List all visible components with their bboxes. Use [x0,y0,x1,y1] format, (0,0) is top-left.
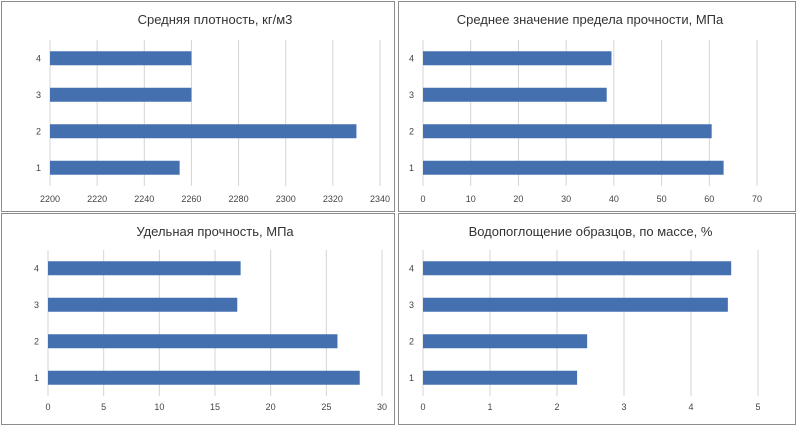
x-tick-label: 2280 [229,194,249,204]
y-category-label: 4 [36,53,41,63]
x-tick-label: 30 [377,402,387,412]
chart-title: Средняя плотность, кг/м3 [138,12,293,27]
x-tick-label: 25 [321,402,331,412]
y-category-label: 1 [36,163,41,173]
bar-3 [423,87,607,102]
bar-1 [50,160,180,175]
x-tick-label: 30 [561,194,571,204]
y-category-label: 4 [409,263,414,273]
bar-4 [423,51,612,66]
x-tick-label: 0 [420,194,425,204]
bar-3 [423,297,728,312]
x-tick-label: 2260 [181,194,201,204]
x-tick-label: 50 [657,194,667,204]
chart-title: Среднее значение предела прочности, МПа [457,12,724,27]
x-tick-label: 5 [755,402,760,412]
y-category-label: 3 [34,300,39,310]
bar-2 [423,124,712,139]
y-category-label: 4 [409,53,414,63]
bar-4 [48,261,241,276]
y-category-label: 3 [409,90,414,100]
panel-frame [1,1,395,212]
x-tick-label: 2300 [276,194,296,204]
chart-panel-3: Удельная прочность, МПа 0 5 10 15 20 25 30 1 2 3 4 [1,213,395,425]
x-tick-label: 70 [752,194,762,204]
x-tick-label: 3 [621,402,626,412]
x-tick-label: 2220 [87,194,107,204]
chart-title: Водопоглощение образцов, по массе, % [469,224,713,239]
x-tick-label: 2320 [323,194,343,204]
x-tick-label: 15 [210,402,220,412]
x-tick-label: 20 [513,194,523,204]
x-tick-label: 10 [466,194,476,204]
chart-panel-2: Среднее значение предела прочности, МПа 0… [398,1,796,212]
x-tick-label: 0 [420,402,425,412]
chart-panel-1: Средняя плотность, кг/м3 2200 2220 2240 2260… [1,1,395,212]
y-category-label: 2 [34,336,39,346]
x-tick-label: 20 [266,402,276,412]
x-tick-label: 2340 [370,194,390,204]
y-category-label: 1 [409,373,414,383]
bar-1 [423,370,578,385]
panel-frame [1,213,395,425]
bar-3 [50,87,192,102]
bar-4 [423,261,732,276]
bar-1 [423,160,724,175]
x-tick-label: 4 [688,402,693,412]
bar-3 [48,297,238,312]
x-tick-label: 2 [554,402,559,412]
x-tick-label: 10 [154,402,164,412]
x-tick-label: 2240 [134,194,154,204]
y-category-label: 2 [36,126,41,136]
y-category-label: 1 [409,163,414,173]
bar-4 [50,51,192,66]
y-category-label: 2 [409,336,414,346]
y-category-label: 4 [34,263,39,273]
x-tick-label: 2200 [40,194,60,204]
panel-frame [398,213,796,425]
bar-2 [48,334,338,349]
x-tick-label: 5 [101,402,106,412]
x-tick-label: 1 [487,402,492,412]
y-category-label: 3 [409,300,414,310]
bar-2 [50,124,357,139]
x-tick-label: 60 [704,194,714,204]
x-tick-label: 40 [609,194,619,204]
y-category-label: 2 [409,126,414,136]
bar-2 [423,334,588,349]
x-tick-label: 0 [45,402,50,412]
chart-panel-4: Водопоглощение образцов, по массе, % 0 1 2 3… [398,213,796,425]
y-category-label: 3 [36,90,41,100]
chart-title: Удельная прочность, МПа [136,224,294,239]
y-category-label: 1 [34,373,39,383]
panel-frame [398,1,796,212]
bar-1 [48,370,360,385]
